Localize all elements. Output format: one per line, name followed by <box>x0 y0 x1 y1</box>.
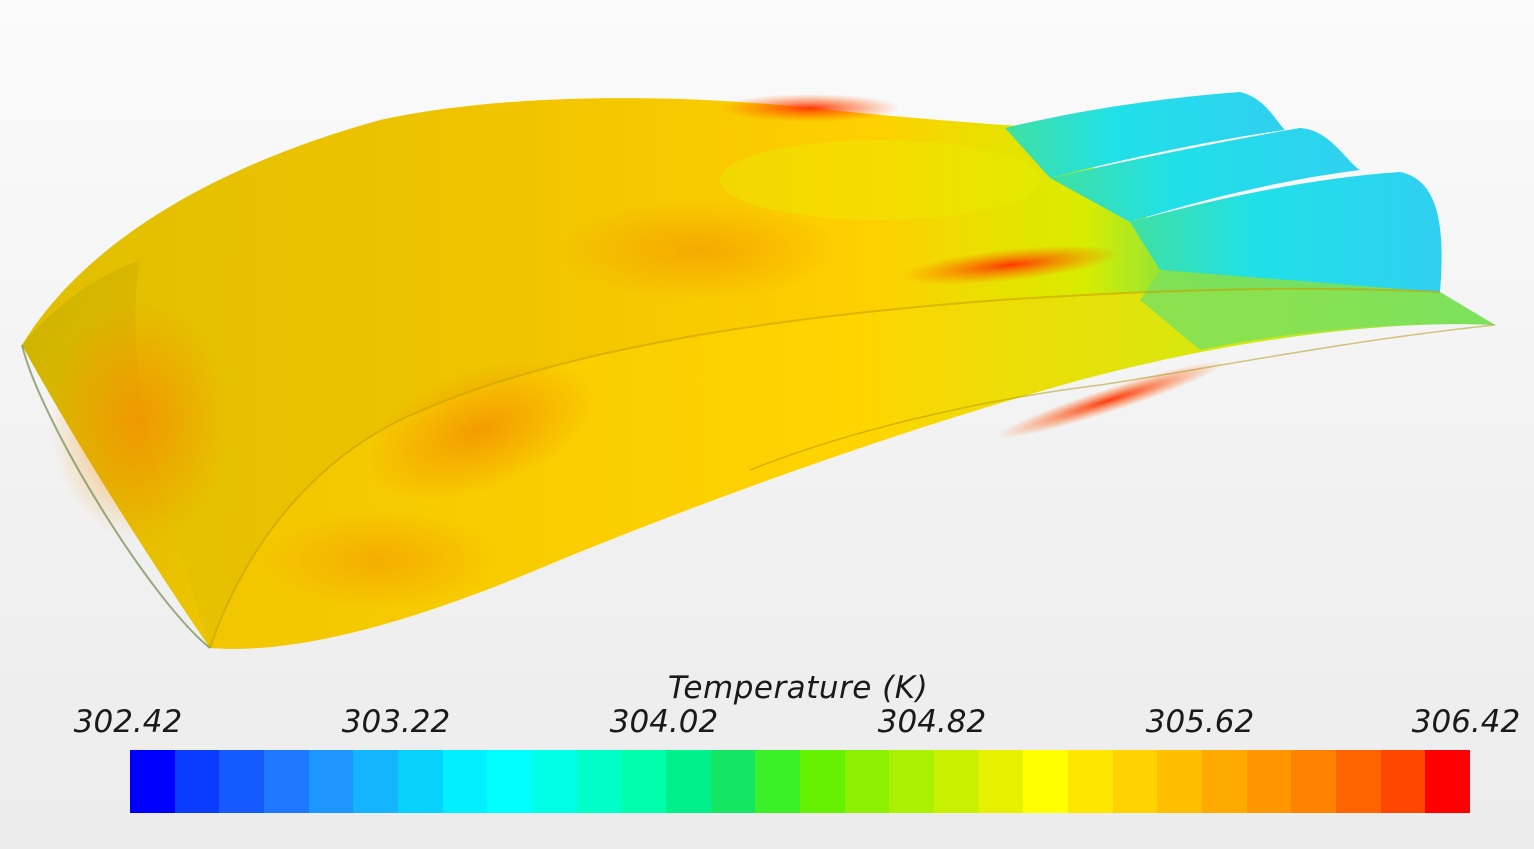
colorbar-segment <box>1380 750 1426 813</box>
colorbar-segment <box>130 750 175 813</box>
colorbar-segment <box>755 750 801 813</box>
colorbar-segment <box>532 750 577 813</box>
colorbar-segment <box>1112 750 1158 813</box>
colorbar-segment <box>174 750 220 813</box>
colorbar-segment <box>576 750 622 813</box>
temperature-colorbar <box>130 750 1471 813</box>
legend-tick: 303.22 <box>341 704 451 740</box>
colorbar-segment <box>1425 750 1471 813</box>
temperature-contour-viewport[interactable] <box>0 0 1534 670</box>
colorbar-segment <box>264 750 309 813</box>
colorbar-segment <box>666 750 711 813</box>
colorbar-segment <box>1023 750 1069 813</box>
colorbar-segment <box>219 750 265 813</box>
legend-tick: 304.02 <box>609 704 719 740</box>
colorbar-segment <box>1157 750 1203 813</box>
colorbar-segment <box>398 750 443 813</box>
colorbar-segment <box>1291 750 1337 813</box>
colorbar-segment <box>621 750 667 813</box>
colorbar-segment <box>353 750 399 813</box>
legend-tick: 306.42 <box>1411 704 1521 740</box>
legend-tick: 304.82 <box>877 704 987 740</box>
colorbar-segment <box>934 750 979 813</box>
legend-tick: 302.42 <box>73 704 183 740</box>
wing-body <box>21 92 1496 649</box>
colorbar-segment <box>1202 750 1247 813</box>
colorbar-segment <box>442 750 488 813</box>
colorbar-segment <box>487 750 533 813</box>
colorbar-segment <box>844 750 890 813</box>
legend-tick: 305.62 <box>1145 704 1255 740</box>
colorbar-segment <box>710 750 756 813</box>
colorbar-segment <box>800 750 845 813</box>
colorbar-segment <box>978 750 1024 813</box>
legend-title: Temperature (K) <box>667 670 929 706</box>
colorbar-segment <box>1246 750 1292 813</box>
colorbar-segment <box>889 750 935 813</box>
colorbar-segment <box>308 750 354 813</box>
colorbar-segment <box>1336 750 1381 813</box>
colorbar-segment <box>1068 750 1113 813</box>
